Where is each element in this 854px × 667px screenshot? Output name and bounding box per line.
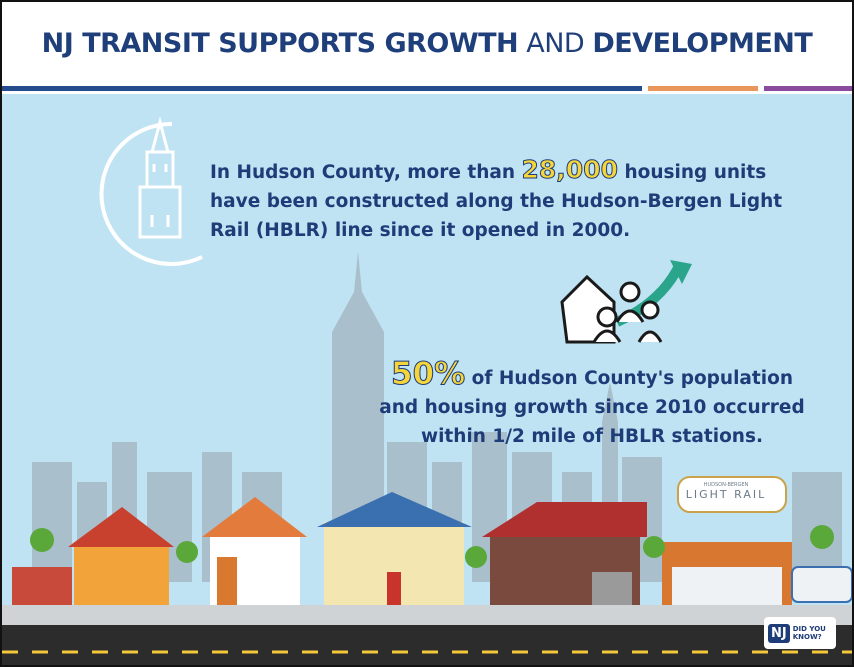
infographic: NJ TRANSIT SUPPORTS GROWTH AND DEVELOPME…	[0, 0, 854, 667]
badge-logo: NJ	[768, 624, 790, 643]
fact-line: 50% of Hudson County's population	[332, 360, 852, 393]
sidewalk	[2, 605, 852, 625]
scenery	[2, 2, 852, 665]
road	[2, 625, 852, 665]
badge-line: DID YOU	[793, 625, 826, 633]
fact-line: have been constructed along the Hudson-B…	[210, 187, 782, 216]
rule-purple	[764, 86, 852, 91]
sign-main: LIGHT RAIL	[670, 488, 782, 501]
title: NJ TRANSIT SUPPORTS GROWTH AND DEVELOPME…	[2, 28, 852, 59]
title-bold: NJ TRANSIT SUPPORTS GROWTH	[42, 28, 519, 59]
badge-line: KNOW?	[793, 633, 822, 641]
fact-line: Rail (HBLR) line since it opened in 2000…	[210, 216, 782, 245]
fact-text: 50% of Hudson County's population and ho…	[332, 360, 852, 451]
fact-line: within 1/2 mile of HBLR stations.	[332, 422, 852, 451]
fact-line: In Hudson County, more than 28,000 housi…	[210, 155, 782, 187]
fact-text: In Hudson County, more than 28,000 housi…	[210, 155, 782, 245]
title-light: AND	[526, 28, 584, 59]
station-sign: HUDSON-BERGEN LIGHT RAIL	[670, 482, 782, 501]
text: of Hudson County's population	[472, 368, 793, 389]
rule-blue	[2, 86, 642, 91]
highlight-number: 50%	[391, 356, 465, 392]
rule-orange	[648, 86, 758, 91]
highlight-number: 28,000	[522, 155, 618, 184]
text: housing units	[624, 162, 766, 183]
fact-line: and housing growth since 2010 occurred	[332, 393, 852, 422]
text: In Hudson County, more than	[210, 162, 515, 183]
title-bold: DEVELOPMENT	[592, 28, 812, 59]
